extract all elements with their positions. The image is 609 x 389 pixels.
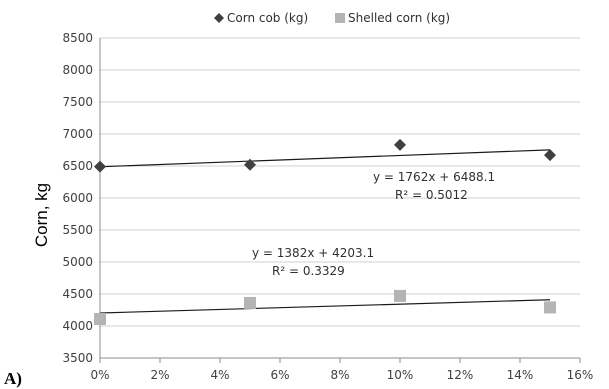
y-tick-label: 4000 xyxy=(62,319,93,333)
y-tick-label: 6000 xyxy=(62,191,93,205)
trendlines xyxy=(99,149,551,314)
legend-marker-diamond xyxy=(214,13,224,23)
legend-label-corn-cob: Corn cob (kg) xyxy=(227,11,308,25)
legend-marker-square xyxy=(335,13,345,23)
x-tick-label: 10% xyxy=(387,368,414,382)
x-tick-label: 4% xyxy=(210,368,229,382)
y-tick-label: 3500 xyxy=(62,351,93,365)
data-point-corn-cob xyxy=(244,158,256,171)
data-points xyxy=(94,138,556,325)
x-tick-label: 14% xyxy=(507,368,534,382)
data-point-shelled-corn xyxy=(394,289,406,302)
data-point-shelled-corn xyxy=(94,312,106,325)
y-axis-label: Corn, kg xyxy=(32,183,51,247)
data-point-corn-cob xyxy=(94,160,106,173)
trendline-series-1 xyxy=(99,299,551,314)
legend-label-shelled-corn: Shelled corn (kg) xyxy=(348,11,450,25)
panel-label: A) xyxy=(4,369,22,388)
data-point-corn-cob xyxy=(394,138,406,151)
data-point-shelled-corn xyxy=(544,301,556,314)
grid xyxy=(100,37,580,327)
y-tick-label: 7500 xyxy=(62,95,93,109)
x-tick-label: 2% xyxy=(150,368,169,382)
x-tick-label: 8% xyxy=(330,368,349,382)
y-tick-label: 7000 xyxy=(62,127,93,141)
y-tick-label: 5000 xyxy=(62,255,93,269)
r2-shelled-corn: R² = 0.3329 xyxy=(272,264,345,278)
data-point-shelled-corn xyxy=(244,296,256,309)
y-tick-label: 5500 xyxy=(62,223,93,237)
y-tick-label: 8500 xyxy=(62,31,93,45)
data-point-corn-cob xyxy=(544,149,556,162)
r2-corn-cob: R² = 0.5012 xyxy=(395,188,468,202)
legend: Corn cob (kg) Shelled corn (kg) xyxy=(214,11,450,25)
y-tick-label: 6500 xyxy=(62,159,93,173)
equation-corn-cob: y = 1762x + 6488.1 xyxy=(373,170,495,184)
y-tick-label: 4500 xyxy=(62,287,93,301)
y-tick-label: 8000 xyxy=(62,63,93,77)
x-tick-label: 6% xyxy=(270,368,289,382)
equation-shelled-corn: y = 1382x + 4203.1 xyxy=(252,246,374,260)
x-tick-label: 16% xyxy=(567,368,594,382)
x-tick-label: 0% xyxy=(90,368,109,382)
trendline-series-0 xyxy=(99,149,551,168)
axes: 3500 4000 4500 5000 5500 6000 6500 7000 7500 8000… xyxy=(62,31,593,382)
x-tick-label: 12% xyxy=(447,368,474,382)
